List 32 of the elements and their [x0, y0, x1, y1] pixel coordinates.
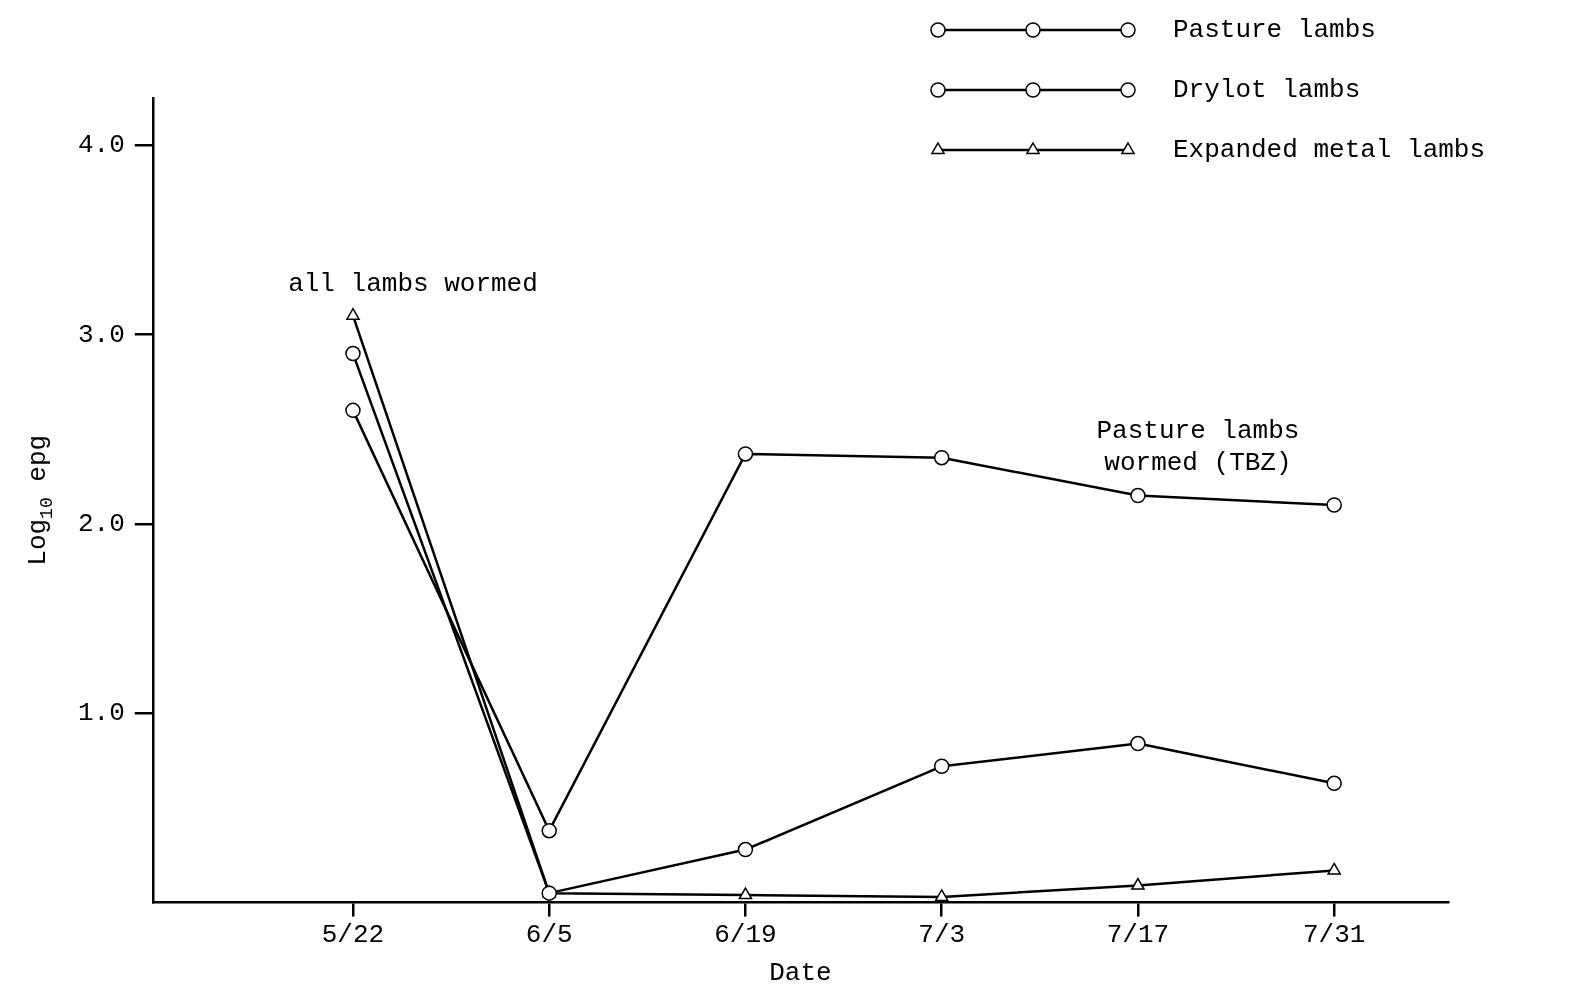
point — [1130, 487, 1146, 504]
legend-label: Pasture lambs — [1173, 14, 1376, 45]
point — [738, 887, 753, 900]
point — [737, 841, 754, 858]
point — [1130, 735, 1146, 752]
x-axis-title: Date — [769, 958, 832, 989]
x-tick-label: 6/5 — [525, 920, 573, 951]
point — [933, 449, 950, 466]
point — [737, 446, 754, 462]
point — [934, 889, 949, 902]
x-tick-label: 7/3 — [918, 920, 966, 951]
y-tick-label: 2.0 — [78, 508, 125, 539]
y-tick-label: 4.0 — [78, 130, 125, 161]
point — [345, 345, 361, 362]
x-tick-label: 6/19 — [714, 920, 777, 951]
y-tick-label: 1.0 — [78, 698, 125, 729]
point — [1326, 497, 1342, 513]
point — [1131, 877, 1145, 890]
point — [541, 822, 557, 839]
y-axis-title: Log10 epg — [22, 434, 57, 566]
x-tick-label: 5/22 — [321, 920, 385, 951]
y-tick-label: 3.0 — [78, 319, 125, 350]
x-tick-label: 7/31 — [1302, 920, 1366, 951]
annotation: all lambs wormed — [288, 268, 538, 299]
point — [933, 758, 950, 775]
point — [1327, 862, 1341, 875]
annotation: Pasture lambs wormed (TBZ) — [1096, 416, 1300, 479]
point — [345, 402, 361, 419]
x-tick-label: 7/17 — [1106, 920, 1170, 951]
legend-label: Expanded metal lambs — [1173, 134, 1486, 165]
legend-label: Drylot lambs — [1173, 74, 1361, 105]
point — [1326, 775, 1342, 792]
